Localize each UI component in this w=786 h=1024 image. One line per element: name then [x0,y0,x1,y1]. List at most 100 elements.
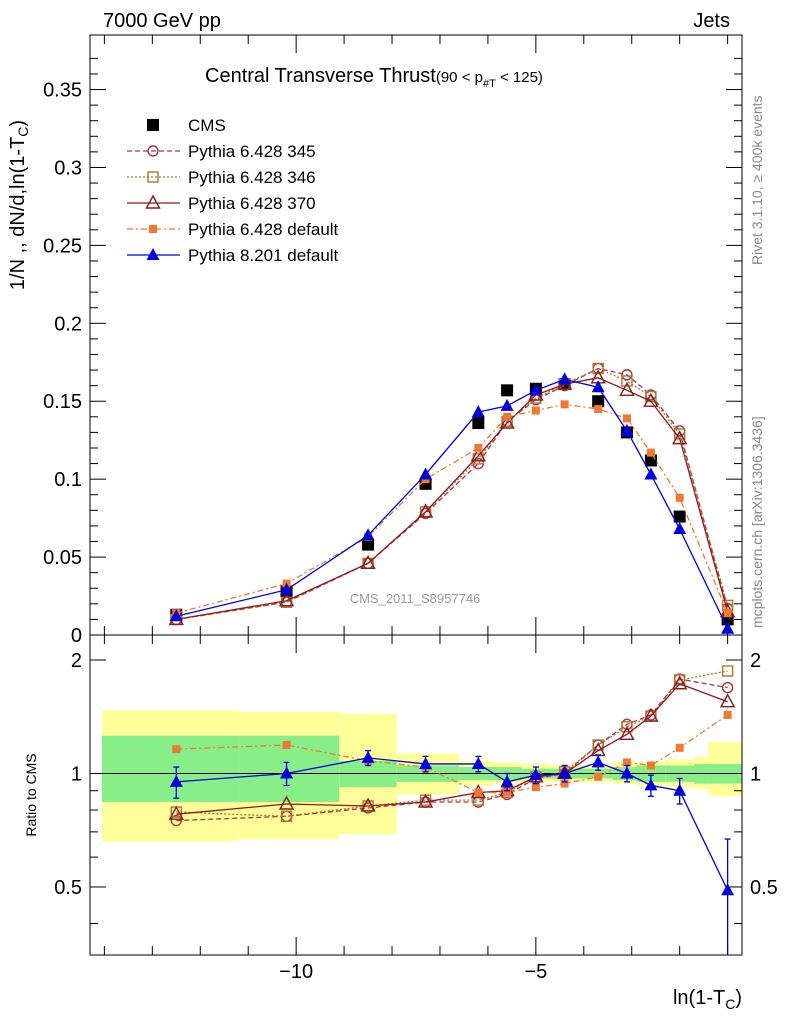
y-tick-label: 0.3 [54,157,82,179]
series-pythia-6-428-default [172,400,732,618]
data-point [361,528,375,541]
legend-label: Pythia 6.428 default [188,220,339,239]
legend-entry: Pythia 6.428 346 [127,168,316,187]
series-pythia-6-428-370 [168,369,736,626]
energy-label: 7000 GeV pp [103,10,221,32]
data-point [621,369,633,381]
data-point [500,398,514,411]
data-point [531,406,540,415]
y-tick-label: 0 [71,625,82,647]
legend-label: Pythia 6.428 346 [188,168,316,187]
data-point [721,621,735,634]
data-point [529,768,543,781]
data-point [280,810,293,822]
ratio-y-tick-label-right: 0.5 [750,877,778,899]
series-pythia-6-428-345 [170,362,734,626]
legend-entry: Pythia 6.428 370 [127,194,316,213]
legend-marker [147,145,159,157]
data-point [673,783,687,796]
data-point [672,430,688,445]
legend-entry: CMS [147,116,226,135]
data-point [594,405,603,414]
data-point [499,414,515,429]
y-axis-label-main: 1/N ,, dN/d,ln(1-TC) [7,120,31,290]
mcplots-label: mcplots.cern.ch [arXiv:1306.3436] [749,416,765,628]
ratio-y-tick-label-left: 1 [71,763,82,785]
ratio-y-tick-label-left: 2 [71,650,82,672]
data-point [470,447,486,462]
data-point [472,417,485,430]
y-tick-label: 0.1 [54,469,82,491]
y-tick-label: 0.15 [43,391,82,413]
data-point [560,779,569,788]
chart-title: Central Transverse Thrust(90 < p#T < 125… [205,65,543,90]
ratio-series [168,665,736,955]
legend-marker [147,119,159,131]
data-point [361,750,375,763]
data-point [531,783,540,792]
legend-entry: Pythia 6.428 default [127,220,339,239]
legend-marker [145,194,161,209]
data-point [419,467,433,480]
data-point [168,805,184,820]
legend-marker [147,171,159,183]
legend-marker [149,225,157,233]
legend-entry: Pythia 6.428 345 [127,142,316,161]
data-point [622,758,631,767]
data-point [594,772,603,781]
data-point [280,582,294,595]
data-point [673,674,686,686]
y-tick-label: 0.05 [43,547,82,569]
series-pythia-8-201-default [169,372,735,634]
green-band [102,735,239,803]
ratio-y-tick-label-left: 0.5 [54,877,82,899]
series-line [176,678,728,822]
data-point [644,467,658,480]
ratio-y-tick-label-right: 2 [750,650,761,672]
legend-label: Pythia 6.428 370 [188,194,316,213]
data-point [278,592,295,607]
data-point [360,554,376,570]
data-point [621,375,633,387]
data-point [474,443,483,452]
series-pythia-8-201-default [169,749,735,955]
series-line [176,403,729,614]
legend-label: Pythia 8.201 default [188,246,339,265]
data-point [721,665,734,677]
data-point [619,381,635,397]
legend-label: CMS [188,116,226,135]
data-point [592,362,604,375]
y-tick-label: 0.2 [54,313,82,335]
data-point [672,675,688,690]
rivet-label: Rivet 3.1.10, ≥ 400k events [749,95,765,265]
data-point [646,448,655,457]
data-point [621,721,633,733]
legend: CMS Pythia 6.428 345 Pythia 6.428 346 Pythi… [127,116,339,265]
data-point [719,693,736,708]
data-point [501,384,514,397]
uncertainty-bands [90,710,742,842]
data-point [360,797,376,812]
data-point [471,756,485,769]
legend-label: Pythia 6.428 345 [188,142,316,161]
data-point [417,503,434,518]
data-point [675,743,684,752]
data-point [172,745,181,754]
watermark: CMS_2011_S8957746 [350,591,481,606]
data-point [673,510,686,523]
data-point [280,766,294,779]
tick-labels: 0 0.05 0.1 0.15 0.2 0.25 0.3 0.35 0.5 0.5 1 1 2 2 −10 −… [43,80,778,983]
data-point [622,414,631,423]
data-point [646,761,655,770]
y-tick-label: 0.35 [43,80,82,102]
axis-ticks [90,35,742,955]
data-point [474,788,483,797]
data-point [723,710,732,719]
data-point [419,756,433,769]
data-point [529,383,543,396]
data-point [278,795,295,810]
data-point [169,774,183,787]
data-point [673,522,687,535]
data-point [591,380,605,393]
